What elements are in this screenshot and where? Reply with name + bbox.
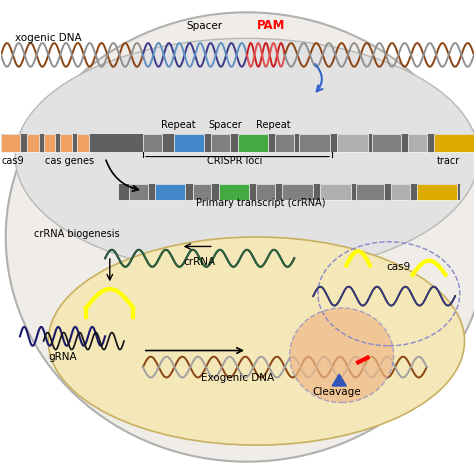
Text: Spacer: Spacer: [209, 120, 243, 130]
Bar: [337, 134, 367, 152]
Bar: [356, 183, 384, 200]
Bar: [211, 134, 230, 152]
Text: cas genes: cas genes: [45, 155, 94, 166]
Text: Repeat: Repeat: [161, 120, 196, 130]
Bar: [256, 183, 275, 200]
Bar: [1, 134, 20, 152]
Text: PAM: PAM: [256, 19, 285, 32]
Bar: [60, 134, 72, 152]
Polygon shape: [332, 374, 346, 386]
Bar: [408, 134, 427, 152]
Bar: [299, 134, 330, 152]
Text: Spacer: Spacer: [186, 21, 222, 31]
Bar: [173, 134, 204, 152]
Text: tracr: tracr: [437, 155, 460, 166]
Bar: [77, 134, 89, 152]
Text: crRNA biogenesis: crRNA biogenesis: [34, 229, 119, 239]
Text: cas9: cas9: [386, 262, 410, 272]
Text: gRNA: gRNA: [48, 352, 77, 362]
Bar: [417, 183, 457, 200]
Ellipse shape: [15, 38, 474, 275]
Bar: [219, 183, 249, 200]
Text: Exogenic DNA: Exogenic DNA: [201, 373, 274, 383]
Bar: [129, 183, 147, 200]
Bar: [155, 183, 185, 200]
Bar: [283, 183, 313, 200]
Bar: [391, 183, 410, 200]
Text: xogenic DNA: xogenic DNA: [15, 33, 82, 43]
Text: crRNA: crRNA: [183, 257, 216, 267]
Bar: [192, 183, 211, 200]
Text: CRISPR loci: CRISPR loci: [208, 155, 263, 166]
Bar: [372, 134, 401, 152]
Ellipse shape: [290, 308, 393, 402]
Text: Primary transcript (crRNA): Primary transcript (crRNA): [196, 198, 326, 208]
Ellipse shape: [48, 237, 465, 445]
Bar: [434, 134, 474, 152]
Bar: [237, 134, 268, 152]
Text: Cleavage: Cleavage: [312, 387, 361, 398]
Bar: [27, 134, 39, 152]
Bar: [44, 134, 55, 152]
Bar: [1, 134, 474, 152]
Bar: [320, 183, 351, 200]
Ellipse shape: [6, 12, 474, 462]
Bar: [119, 183, 460, 200]
Bar: [275, 134, 294, 152]
Bar: [143, 134, 162, 152]
Text: Repeat: Repeat: [255, 120, 290, 130]
Text: cas9: cas9: [1, 155, 24, 166]
